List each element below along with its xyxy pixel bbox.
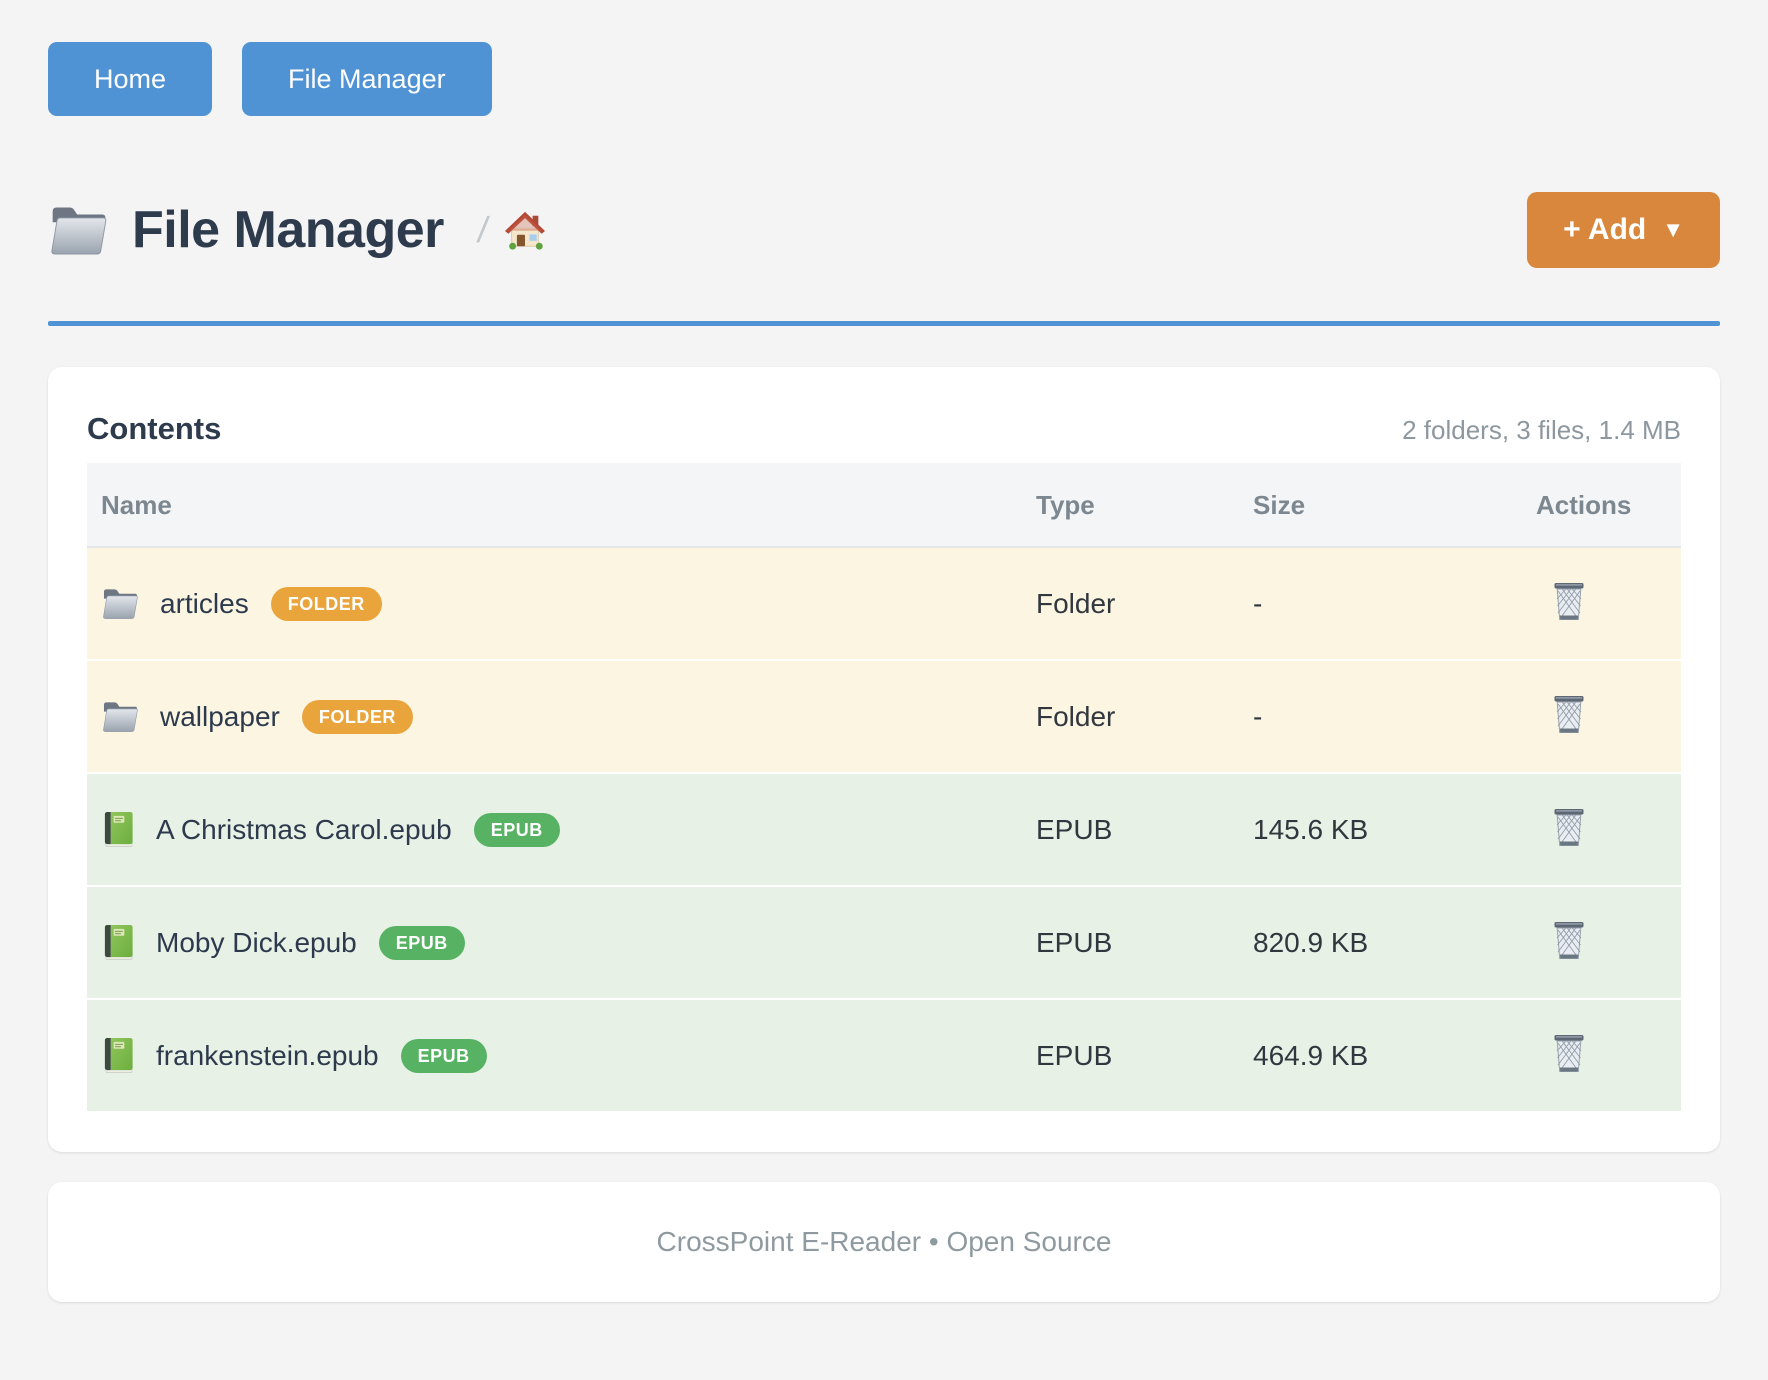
- wastebasket-icon: [1551, 918, 1587, 960]
- green-book-icon: [101, 810, 136, 849]
- footer-text: CrossPoint E-Reader • Open Source: [656, 1226, 1112, 1257]
- card-header: Contents 2 folders, 3 files, 1.4 MB: [87, 411, 1681, 447]
- table-row: frankenstein.epub EPUB EPUB 464.9 KB: [87, 999, 1681, 1113]
- top-nav: Home File Manager: [48, 42, 1720, 116]
- wastebasket-icon: [1551, 692, 1587, 734]
- contents-summary: 2 folders, 3 files, 1.4 MB: [1402, 415, 1681, 445]
- house-icon[interactable]: [504, 210, 546, 250]
- wastebasket-icon: [1551, 805, 1587, 847]
- add-button[interactable]: + Add ▼: [1527, 192, 1720, 268]
- file-table: Name Type Size Actions articles FOLDER: [87, 463, 1681, 1113]
- type-cell: Folder: [1036, 660, 1253, 774]
- folder-name-link[interactable]: wallpaper: [160, 700, 280, 732]
- table-header-row: Name Type Size Actions: [87, 463, 1681, 548]
- table-row: wallpaper FOLDER Folder -: [87, 660, 1681, 774]
- page-header: File Manager / + Add ▼: [48, 192, 1720, 268]
- name-cell: Moby Dick.epub EPUB: [87, 923, 1036, 962]
- folder-name-link[interactable]: articles: [160, 587, 249, 619]
- delete-button[interactable]: [1551, 918, 1587, 960]
- delete-button[interactable]: [1551, 805, 1587, 847]
- add-button-label: + Add: [1563, 213, 1647, 246]
- delete-button[interactable]: [1551, 1031, 1587, 1073]
- wastebasket-icon: [1551, 1031, 1587, 1073]
- page: Home File Manager File Manager / + Add ▼…: [48, 42, 1720, 1302]
- epub-badge: EPUB: [378, 925, 465, 960]
- type-cell: EPUB: [1036, 999, 1253, 1113]
- type-cell: EPUB: [1036, 773, 1253, 887]
- caret-down-icon: ▼: [1662, 217, 1684, 242]
- column-header-actions: Actions: [1536, 463, 1681, 548]
- column-header-name: Name: [87, 463, 1036, 548]
- type-cell: Folder: [1036, 547, 1253, 661]
- folder-badge: FOLDER: [270, 586, 382, 621]
- file-manager-button[interactable]: File Manager: [242, 42, 492, 116]
- name-cell: frankenstein.epub EPUB: [87, 1036, 1036, 1075]
- title-group: File Manager /: [48, 200, 546, 260]
- size-cell: 145.6 KB: [1253, 773, 1536, 887]
- epub-badge: EPUB: [400, 1038, 487, 1073]
- delete-button[interactable]: [1551, 692, 1587, 734]
- contents-heading: Contents: [87, 411, 222, 446]
- type-cell: EPUB: [1036, 886, 1253, 1000]
- file-name-link[interactable]: A Christmas Carol.epub: [156, 813, 452, 845]
- breadcrumb-separator: /: [475, 209, 491, 250]
- footer-card: CrossPoint E-Reader • Open Source: [48, 1182, 1720, 1302]
- page-title: File Manager: [132, 201, 444, 259]
- size-cell: -: [1253, 660, 1536, 774]
- table-row: articles FOLDER Folder -: [87, 547, 1681, 661]
- header-divider: [48, 321, 1720, 326]
- folder-icon: [101, 586, 140, 621]
- name-cell: A Christmas Carol.epub EPUB: [87, 810, 1036, 849]
- table-row: Moby Dick.epub EPUB EPUB 820.9 KB: [87, 886, 1681, 1000]
- delete-button[interactable]: [1551, 579, 1587, 621]
- green-book-icon: [101, 923, 136, 962]
- file-name-link[interactable]: frankenstein.epub: [156, 1039, 379, 1071]
- column-header-type: Type: [1036, 463, 1253, 548]
- green-book-icon: [101, 1036, 136, 1075]
- file-name-link[interactable]: Moby Dick.epub: [156, 926, 357, 958]
- wastebasket-icon: [1551, 579, 1587, 621]
- contents-card: Contents 2 folders, 3 files, 1.4 MB Name…: [48, 367, 1720, 1152]
- name-cell: wallpaper FOLDER: [87, 699, 1036, 734]
- folder-icon: [101, 699, 140, 734]
- epub-badge: EPUB: [473, 812, 560, 847]
- size-cell: 820.9 KB: [1253, 886, 1536, 1000]
- size-cell: -: [1253, 547, 1536, 661]
- column-header-size: Size: [1253, 463, 1536, 548]
- folder-icon: [48, 202, 110, 258]
- folder-badge: FOLDER: [301, 699, 413, 734]
- home-button[interactable]: Home: [48, 42, 213, 116]
- name-cell: articles FOLDER: [87, 586, 1036, 621]
- table-row: A Christmas Carol.epub EPUB EPUB 145.6 K…: [87, 773, 1681, 887]
- size-cell: 464.9 KB: [1253, 999, 1536, 1113]
